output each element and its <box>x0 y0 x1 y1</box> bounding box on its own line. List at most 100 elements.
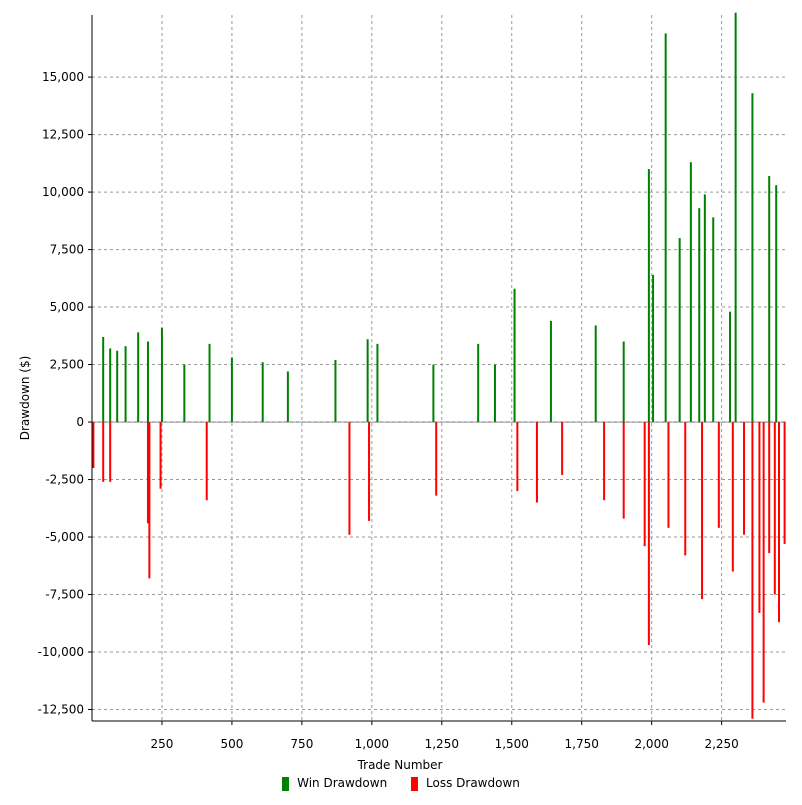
win-drawdown-bar <box>109 348 112 423</box>
win-drawdown-bar <box>549 320 552 423</box>
legend-swatch-win <box>282 776 290 791</box>
win-drawdown-bar <box>208 343 211 423</box>
win-drawdown-bar <box>116 350 119 423</box>
win-drawdown-bar <box>664 33 667 423</box>
win-drawdown-bar <box>124 346 127 423</box>
win-drawdown-bar <box>513 288 516 423</box>
legend: Win Drawdown Loss Drawdown <box>0 776 802 791</box>
win-drawdown-bar <box>376 343 379 423</box>
win-drawdown-bar <box>775 185 778 423</box>
loss-drawdown-bar <box>667 422 670 528</box>
loss-drawdown-bar <box>783 422 786 544</box>
win-drawdown-bar <box>432 364 435 423</box>
y-tick-label: -5,000 <box>45 530 84 544</box>
loss-drawdown-bar <box>643 422 646 547</box>
y-tick-label: 10,000 <box>42 185 84 199</box>
x-tick-label: 1,000 <box>355 737 389 751</box>
loss-drawdown-bar <box>348 422 351 535</box>
win-drawdown-bar <box>261 362 264 423</box>
loss-drawdown-bar <box>561 422 564 475</box>
loss-drawdown-bar <box>622 422 625 519</box>
win-drawdown-bar <box>751 93 754 423</box>
y-tick-label: 7,500 <box>50 243 84 257</box>
loss-drawdown-bar <box>701 422 704 600</box>
y-tick-label: 5,000 <box>50 300 84 314</box>
win-drawdown-bar <box>493 364 496 423</box>
win-drawdown-bar <box>146 341 149 423</box>
y-tick-label: 12,500 <box>42 128 84 142</box>
y-tick-label: -2,500 <box>45 473 84 487</box>
win-drawdown-bar <box>286 371 289 423</box>
win-drawdown-bar <box>652 274 655 423</box>
win-drawdown-bar <box>729 311 732 423</box>
loss-drawdown-bar <box>762 422 765 703</box>
y-tick-label: -12,500 <box>38 703 84 717</box>
win-drawdown-bar <box>594 325 597 423</box>
x-tick-label: 250 <box>151 737 174 751</box>
win-drawdown-bar <box>622 341 625 423</box>
win-drawdown-bar <box>734 12 737 423</box>
win-drawdown-bar <box>230 357 233 423</box>
legend-label-win: Win Drawdown <box>297 776 388 791</box>
win-drawdown-bar <box>712 217 715 423</box>
loss-drawdown-bar <box>768 422 771 554</box>
loss-drawdown-bar <box>109 422 112 482</box>
win-drawdown-bar <box>102 336 105 423</box>
loss-drawdown-bar <box>148 422 151 579</box>
loss-drawdown-bar <box>368 422 371 521</box>
y-tick-label: -10,000 <box>38 645 84 659</box>
win-drawdown-bar <box>477 343 480 423</box>
win-drawdown-bar <box>334 359 337 423</box>
loss-drawdown-bar <box>92 422 95 469</box>
loss-drawdown-bar <box>535 422 538 503</box>
x-tick-label: 1,500 <box>495 737 529 751</box>
loss-drawdown-bar <box>778 422 781 623</box>
loss-drawdown-bar <box>758 422 761 613</box>
y-axis-title: Drawdown ($) <box>18 356 32 441</box>
legend-item-loss: Loss Drawdown <box>411 776 520 791</box>
loss-drawdown-bar <box>731 422 734 572</box>
loss-drawdown-bar <box>743 422 746 535</box>
x-tick-label: 1,250 <box>425 737 459 751</box>
win-drawdown-bar <box>647 169 650 423</box>
legend-label-loss: Loss Drawdown <box>426 776 520 791</box>
x-tick-label: 2,000 <box>634 737 668 751</box>
y-tick-label: 2,500 <box>50 358 84 372</box>
x-axis-title: Trade Number <box>357 758 443 772</box>
win-drawdown-bar <box>137 332 140 423</box>
loss-drawdown-bar <box>751 422 754 719</box>
loss-drawdown-bar <box>603 422 606 501</box>
win-drawdown-bar <box>703 194 706 423</box>
grid-layer <box>92 15 786 721</box>
loss-drawdown-bar <box>146 422 149 524</box>
loss-drawdown-bar <box>102 422 105 482</box>
loss-drawdown-bar <box>647 422 650 646</box>
x-tick-label: 750 <box>290 737 313 751</box>
win-drawdown-bar <box>698 208 701 423</box>
y-tick-label: 0 <box>76 415 84 429</box>
legend-swatch-loss <box>411 776 419 791</box>
win-drawdown-bar <box>689 162 692 423</box>
loss-drawdown-bar <box>684 422 687 556</box>
loss-drawdown-bar <box>435 422 438 496</box>
loss-drawdown-bar <box>516 422 519 492</box>
win-drawdown-bar <box>160 327 163 423</box>
win-drawdown-bar <box>366 339 369 423</box>
loss-drawdown-bar <box>159 422 162 489</box>
win-drawdown-bar <box>183 364 186 423</box>
loss-drawdown-bar <box>717 422 720 528</box>
labels-layer: 15,000 12,500 10,000 7,500 5,000 2,500 0 -2,500… <box>38 70 739 751</box>
y-tick-label: -7,500 <box>45 588 84 602</box>
win-drawdown-bar <box>678 238 681 423</box>
x-tick-label: 1,750 <box>565 737 599 751</box>
x-tick-label: 500 <box>220 737 243 751</box>
legend-item-win: Win Drawdown <box>282 776 387 791</box>
bars-layer <box>92 12 786 719</box>
loss-drawdown-bar <box>205 422 208 501</box>
win-drawdown-bar <box>768 175 771 423</box>
x-tick-label: 2,250 <box>704 737 738 751</box>
y-tick-label: 15,000 <box>42 70 84 84</box>
loss-drawdown-bar <box>773 422 776 595</box>
